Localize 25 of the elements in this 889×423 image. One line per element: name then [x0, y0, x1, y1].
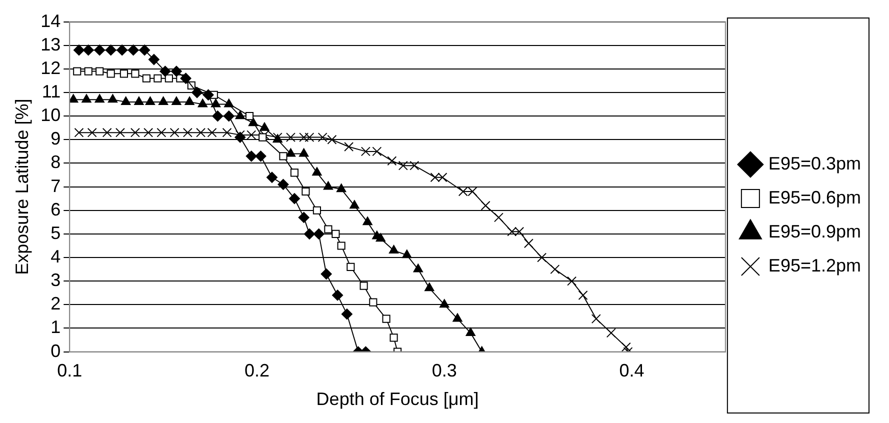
y-tick-label: 5 [50, 222, 61, 243]
y-tick-label: 13 [40, 34, 61, 54]
legend-label: E95=0.9pm [768, 221, 862, 242]
y-tick-label: 9 [50, 128, 61, 149]
legend-label: E95=0.3pm [768, 153, 862, 174]
y-tick-label: 6 [50, 199, 61, 220]
y-tick-label: 14 [40, 10, 61, 31]
x-tick-label: 0.4 [619, 360, 644, 381]
y-tick-label: 1 [50, 317, 61, 338]
y-tick-label: 12 [40, 58, 61, 78]
y-tick-label: 8 [50, 152, 61, 172]
x-tick-label: 0.1 [57, 360, 82, 381]
y-tick-label: 10 [40, 105, 61, 126]
y-tick-label: 7 [50, 176, 61, 196]
x-axis-title: Depth of Focus [μm] [316, 389, 479, 410]
y-tick-label: 3 [50, 270, 61, 290]
y-tick-label: 0 [50, 340, 61, 361]
legend-label: E95=0.6pm [768, 187, 862, 208]
y-tick-label: 4 [50, 246, 61, 266]
y-tick-label: 2 [50, 294, 61, 314]
legend-label: E95=1.2pm [768, 255, 862, 276]
y-axis-title: Exposure Latitude [%] [12, 98, 32, 275]
x-tick-label: 0.2 [244, 360, 270, 381]
y-tick-label: 11 [42, 81, 61, 102]
x-tick-label: 0.3 [432, 360, 457, 381]
